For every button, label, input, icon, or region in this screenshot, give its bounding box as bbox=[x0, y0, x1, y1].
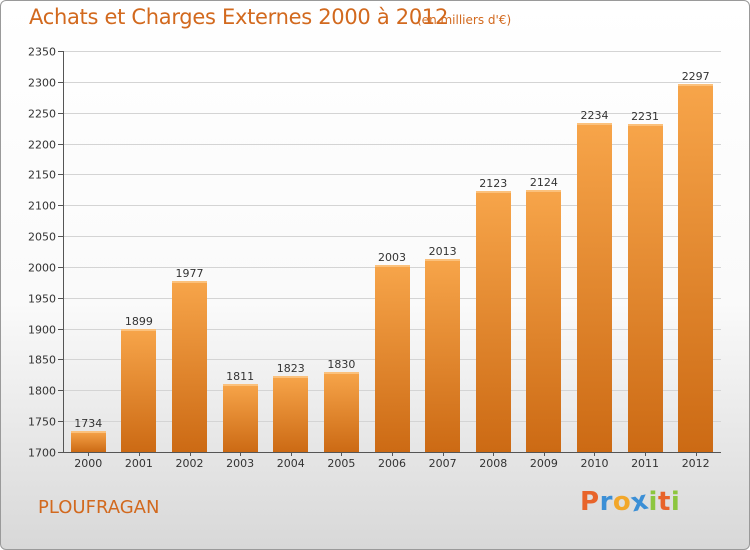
y-tick-label: 1750 bbox=[28, 416, 56, 429]
value-label-2001: 1899 bbox=[125, 315, 153, 328]
y-tick-label: 1900 bbox=[28, 324, 56, 337]
x-tick-label-2001: 2001 bbox=[125, 457, 153, 470]
value-label-2006: 2003 bbox=[378, 251, 406, 264]
bar-highlight-2008 bbox=[476, 191, 511, 193]
y-tick-label: 2300 bbox=[28, 77, 56, 90]
chart-subtitle: (en milliers d'€) bbox=[417, 13, 512, 27]
bar-highlight-2010 bbox=[577, 123, 612, 125]
bar-2012 bbox=[678, 84, 713, 452]
bar-2000 bbox=[71, 431, 106, 452]
bars bbox=[71, 84, 713, 452]
bar-2003 bbox=[223, 384, 258, 452]
y-tick-label: 1800 bbox=[28, 385, 56, 398]
bar-highlight-2002 bbox=[172, 281, 207, 283]
x-tick-label-2008: 2008 bbox=[479, 457, 507, 470]
x-tick-label-2005: 2005 bbox=[327, 457, 355, 470]
bar-2009 bbox=[526, 190, 561, 452]
value-label-2007: 2013 bbox=[429, 245, 457, 258]
bar-highlight-2006 bbox=[375, 265, 410, 267]
value-label-2005: 1830 bbox=[327, 358, 355, 371]
value-label-2008: 2123 bbox=[479, 177, 507, 190]
proxiti-logo: Proxiti bbox=[580, 485, 681, 519]
x-tick-label-2002: 2002 bbox=[176, 457, 204, 470]
bar-2010 bbox=[577, 123, 612, 452]
bar-highlight-2011 bbox=[628, 124, 663, 126]
x-tick-label-2004: 2004 bbox=[277, 457, 305, 470]
x-tick-label-2012: 2012 bbox=[682, 457, 710, 470]
y-tick-label: 2050 bbox=[28, 231, 56, 244]
x-tick-label-2003: 2003 bbox=[226, 457, 254, 470]
axes bbox=[58, 51, 721, 456]
y-tick-label: 2100 bbox=[28, 200, 56, 213]
chart-title: Achats et Charges Externes 2000 à 2012 bbox=[29, 5, 449, 29]
bar-2011 bbox=[628, 124, 663, 452]
y-tick-label: 2350 bbox=[28, 46, 56, 59]
y-tick-label: 2000 bbox=[28, 262, 56, 275]
y-tick-label: 2150 bbox=[28, 169, 56, 182]
value-label-2010: 2234 bbox=[580, 109, 608, 122]
labels: 1700 1750 1800 1850 1900 1950 2000 2050 2100 2150… bbox=[28, 46, 710, 471]
bar-2005 bbox=[324, 372, 359, 452]
y-tick-label: 1950 bbox=[28, 293, 56, 306]
y-tick-label: 2200 bbox=[28, 139, 56, 152]
value-label-2011: 2231 bbox=[631, 110, 659, 123]
bar-highlight-2004 bbox=[273, 376, 308, 378]
bar-2007 bbox=[425, 259, 460, 452]
bar-2002 bbox=[172, 281, 207, 452]
x-tick-label-2009: 2009 bbox=[530, 457, 558, 470]
bar-highlight-2005 bbox=[324, 372, 359, 374]
value-label-2002: 1977 bbox=[176, 267, 204, 280]
bar-2004 bbox=[273, 376, 308, 452]
place-name: PLOUFRAGAN bbox=[38, 497, 160, 518]
value-label-2012: 2297 bbox=[682, 70, 710, 83]
bar-2001 bbox=[121, 329, 156, 452]
value-label-2004: 1823 bbox=[277, 362, 305, 375]
bar-highlight-2009 bbox=[526, 190, 561, 192]
bar-highlight-2001 bbox=[121, 329, 156, 331]
x-tick-label-2007: 2007 bbox=[429, 457, 457, 470]
y-tick-label: 1850 bbox=[28, 354, 56, 367]
y-tick-label: 1700 bbox=[28, 447, 56, 460]
bar-highlight-2012 bbox=[678, 84, 713, 86]
x-tick-label-2011: 2011 bbox=[631, 457, 659, 470]
value-label-2000: 1734 bbox=[74, 417, 102, 430]
x-tick-label-2006: 2006 bbox=[378, 457, 406, 470]
bar-highlight-2003 bbox=[223, 384, 258, 386]
x-tick-label-2010: 2010 bbox=[580, 457, 608, 470]
bar-highlight-2000 bbox=[71, 431, 106, 433]
y-tick-label: 2250 bbox=[28, 108, 56, 121]
value-label-2003: 1811 bbox=[226, 370, 254, 383]
x-tick-label-2000: 2000 bbox=[74, 457, 102, 470]
bar-highlight-2007 bbox=[425, 259, 460, 261]
bar-2008 bbox=[476, 191, 511, 452]
bar-2006 bbox=[375, 265, 410, 452]
value-label-2009: 2124 bbox=[530, 176, 558, 189]
